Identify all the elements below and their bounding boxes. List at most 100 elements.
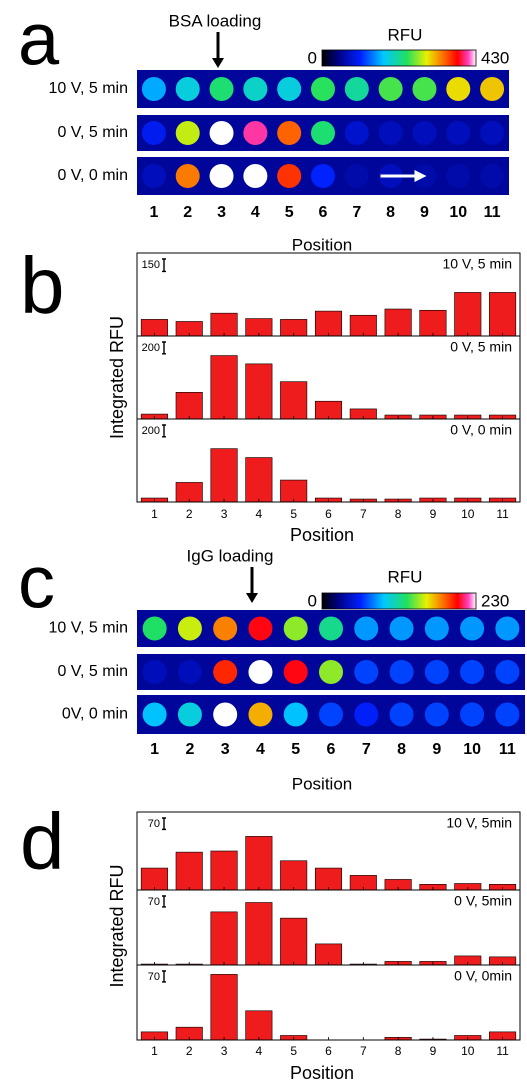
spot [284,703,308,727]
spot [390,660,414,684]
spot [277,164,301,188]
bar [141,868,167,890]
x-tick-label: 5 [290,507,297,521]
subplot-label: 10 V, 5 min [442,256,512,272]
spot [142,77,166,101]
bar [211,313,237,336]
scale-bar-label: 200 [142,342,160,354]
spot [412,77,436,101]
bar [280,382,306,419]
spot [379,77,403,101]
position-label: 3 [217,204,226,221]
spot [390,617,414,641]
position-label: 4 [256,741,265,758]
scale-bar [162,259,166,271]
spot [446,77,470,101]
position-label: 5 [285,204,294,221]
x-tick-label: 2 [186,1044,193,1058]
bar [350,315,376,336]
bar [246,903,272,966]
row-label: 10 V, 5 min [49,80,128,97]
spot [243,164,267,188]
spot [319,617,343,641]
spot [319,703,343,727]
position-label: 7 [362,741,371,758]
scale-bar-label: 150 [142,259,160,271]
scale-bar [162,971,166,982]
spot [345,121,369,145]
scale-bar [162,342,166,354]
spot [480,164,504,188]
spot [495,703,519,727]
x-tick-label: 7 [360,1044,367,1058]
spot [460,703,484,727]
position-label: 11 [484,204,501,221]
bar [420,310,446,336]
position-label: 3 [221,741,230,758]
spot [311,77,335,101]
bar [176,852,202,890]
scale-bar [162,425,166,437]
colorbar-min: 0 [308,48,317,67]
subplot-label: 10 V, 5min [446,815,512,831]
spot [446,164,470,188]
scale-bar [162,896,166,907]
spot [143,660,167,684]
x-tick-label: 7 [360,507,367,521]
bar [489,292,515,336]
position-label: 9 [420,204,429,221]
spot [210,164,234,188]
spot [390,703,414,727]
subplot-label: 0 V, 5min [454,893,512,909]
spot [480,77,504,101]
colorbar [322,593,476,609]
spot [176,121,200,145]
x-tick-label: 10 [461,1044,475,1058]
bar [315,868,341,890]
subplot-label: 0 V, 0min [454,968,512,984]
spot [210,77,234,101]
bar [211,974,237,1040]
x-tick-label: 4 [256,1044,263,1058]
x-tick-label: 9 [430,507,437,521]
spot [213,703,237,727]
spot [311,121,335,145]
spot [311,164,335,188]
loading-annotation: BSA loading [169,11,262,30]
panel-letter: a [18,0,60,81]
spot [213,617,237,641]
spot [425,617,449,641]
bar [280,918,306,965]
spot [354,617,378,641]
x-tick-label: 10 [461,507,475,521]
x-axis-label: Position [292,235,352,254]
scale-bar-label: 200 [142,425,160,437]
spot [178,617,202,641]
bar [246,1011,272,1040]
spot [480,121,504,145]
bar [246,458,272,502]
spot [243,77,267,101]
spot [143,617,167,641]
x-tick-label: 11 [496,1044,509,1058]
colorbar-label: RFU [388,567,423,586]
bar [211,912,237,965]
spot [284,660,308,684]
x-tick-label: 11 [496,507,509,521]
position-label: 2 [185,741,194,758]
position-label: 9 [432,741,441,758]
panel-letter: c [18,541,55,624]
spot [210,121,234,145]
scale-bar [162,818,166,829]
position-label: 1 [149,204,158,221]
row-label: 0 V, 5 min [57,124,128,141]
position-label: 6 [327,741,336,758]
x-tick-label: 6 [325,507,332,521]
subplot-label: 0 V, 5 min [450,339,512,355]
position-label: 8 [397,741,406,758]
x-axis-label: Position [290,525,354,545]
bar [246,364,272,419]
spot [412,121,436,145]
x-tick-label: 1 [151,507,158,521]
spot [248,703,272,727]
